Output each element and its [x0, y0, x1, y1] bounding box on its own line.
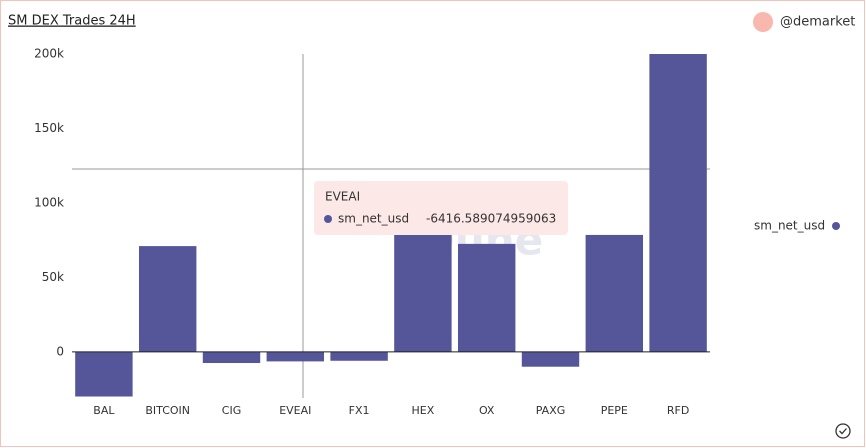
x-tick-label: PEPE: [601, 404, 628, 417]
tooltip-value: -6416.589074959063: [426, 212, 556, 226]
legend-swatch: [832, 222, 840, 230]
author[interactable]: @demarket: [780, 15, 855, 30]
x-tick-label: EVEAI: [279, 404, 311, 417]
bar: [266, 351, 325, 362]
tooltip-dot: [324, 215, 332, 223]
bar: [585, 234, 644, 352]
tooltip-title: EVEAI: [325, 190, 360, 204]
bar: [649, 54, 707, 352]
bar: [330, 351, 388, 361]
y-tick-label: 150k: [34, 121, 64, 135]
avatar: [753, 12, 773, 32]
y-tick-label: 0: [56, 344, 64, 358]
y-tick-label: 50k: [42, 270, 64, 284]
x-tick-label: RFD: [667, 404, 689, 417]
x-tick-label: CIG: [222, 404, 241, 417]
x-tick-label: HEX: [412, 404, 435, 417]
x-tick-label: OX: [479, 404, 495, 417]
bar: [138, 246, 197, 352]
check-mark: [839, 428, 847, 435]
y-tick-label: 200k: [34, 47, 64, 61]
bar: [457, 243, 516, 352]
tooltip-box: [314, 181, 568, 235]
x-tick-label: PAXG: [536, 404, 566, 417]
x-tick-label: BAL: [93, 404, 115, 417]
tooltip-series: sm_net_usd: [338, 212, 409, 226]
bar: [521, 351, 580, 367]
x-tick-label: FX1: [349, 404, 370, 417]
legend-label[interactable]: sm_net_usd: [754, 219, 825, 233]
tooltip: EVEAI sm_net_usd -6416.589074959063: [314, 181, 568, 235]
check-icon[interactable]: [835, 423, 851, 439]
y-tick-label: 100k: [34, 195, 64, 209]
bar: [75, 351, 133, 397]
bar: [202, 351, 261, 364]
chart-title[interactable]: SM DEX Trades 24H: [8, 14, 136, 29]
x-tick-label: BITCOIN: [145, 404, 190, 417]
bar: [394, 232, 452, 352]
